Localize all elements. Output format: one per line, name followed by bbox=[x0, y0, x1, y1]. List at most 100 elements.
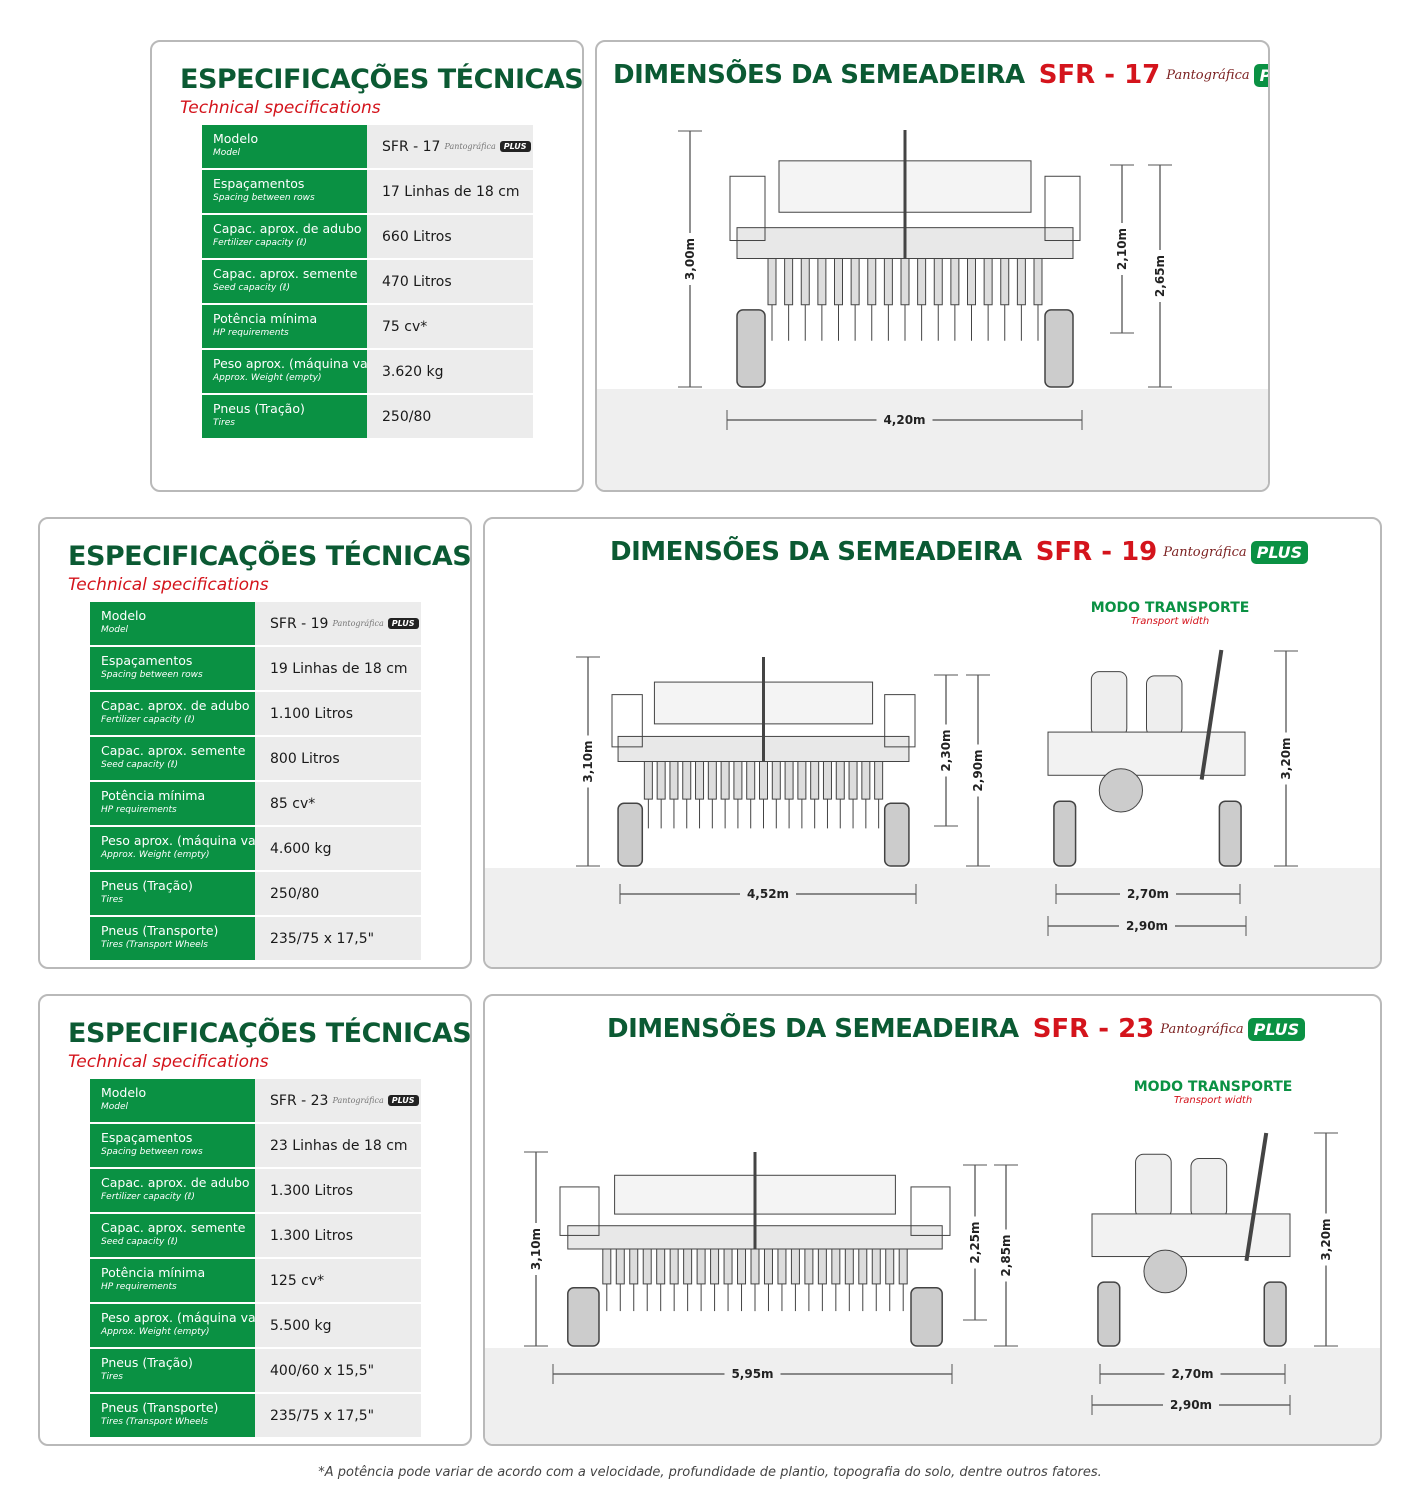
spec-value: 1.300 Litros bbox=[255, 1169, 421, 1212]
label-pt: Peso aprox. (máquina vazia) bbox=[101, 833, 279, 848]
spec-row: Pneus (Tração) Tires 250/80 bbox=[90, 872, 421, 915]
label-pt: Pneus (Tração) bbox=[213, 401, 305, 416]
spec-row: Peso aprox. (máquina vazia) Approx. Weigh… bbox=[90, 1304, 421, 1347]
spec-label: Capac. aprox. de adubo Fertilizer capacit… bbox=[202, 215, 367, 258]
spec-row: Potência mínima HP requirements 125 cv* bbox=[90, 1259, 421, 1302]
spec-label: Capac. aprox. semente Seed capacity (ℓ) bbox=[202, 260, 367, 303]
spec-value: 125 cv* bbox=[255, 1259, 421, 1302]
value-text: 1.300 Litros bbox=[270, 1182, 354, 1199]
dim-title-text: DIMENSÕES DA SEMEADEIRA bbox=[610, 537, 1022, 567]
spec-title: ESPECIFICAÇÕES TÉCNICAS bbox=[180, 64, 584, 95]
plus-badge: PLUS bbox=[1253, 63, 1268, 87]
dim-model: SFR - 17 bbox=[1038, 60, 1161, 90]
plus-badge: PLUS bbox=[1247, 1017, 1306, 1041]
spec-value: SFR - 19 Pantográfica PLUS bbox=[255, 602, 421, 645]
label-pt: Pneus (Tração) bbox=[101, 878, 193, 893]
plus-badge: PLUS bbox=[499, 141, 531, 152]
spec-row: Modelo Model SFR - 19 Pantográfica PLUS bbox=[90, 602, 421, 645]
spec-row: Espaçamentos Spacing between rows 17 Linha… bbox=[202, 170, 533, 213]
value-text: 1.300 Litros bbox=[270, 1227, 354, 1244]
value-text: 1.100 Litros bbox=[270, 705, 354, 722]
dimensions-title: DIMENSÕES DA SEMEADEIRA SFR - 23 Pantográf… bbox=[607, 1014, 1306, 1044]
label-pt: Capac. aprox. semente bbox=[213, 266, 358, 281]
label-pt: Capac. aprox. semente bbox=[101, 743, 246, 758]
spec-subtitle: Technical specifications bbox=[68, 575, 269, 595]
spec-row: Capac. aprox. semente Seed capacity (ℓ) 1.… bbox=[90, 1214, 421, 1257]
spec-value: 85 cv* bbox=[255, 782, 421, 825]
label-pt: Capac. aprox. de adubo bbox=[101, 1175, 250, 1190]
value-text: 250/80 bbox=[270, 885, 320, 902]
spec-title: ESPECIFICAÇÕES TÉCNICAS bbox=[68, 1018, 472, 1049]
label-en: Tires bbox=[213, 418, 235, 428]
label-pt: Potência mínima bbox=[213, 311, 318, 326]
spec-row: Espaçamentos Spacing between rows 23 Linha… bbox=[90, 1124, 421, 1167]
ground bbox=[485, 1348, 1380, 1444]
label-en: HP requirements bbox=[101, 1282, 177, 1292]
spec-label: Potência mínima HP requirements bbox=[202, 305, 367, 348]
spec-value: 19 Linhas de 18 cm bbox=[255, 647, 421, 690]
spec-row: Peso aprox. (máquina vazia) Approx. Weigh… bbox=[202, 350, 533, 393]
value-text: 250/80 bbox=[382, 408, 432, 425]
spec-row: Capac. aprox. semente Seed capacity (ℓ) 47… bbox=[202, 260, 533, 303]
transport-mode-heading: MODO TRANSPORTE Transport width bbox=[1103, 1079, 1323, 1106]
transport-title: MODO TRANSPORTE bbox=[1133, 1079, 1293, 1095]
spec-label: Espaçamentos Spacing between rows bbox=[202, 170, 367, 213]
spec-value: 1.300 Litros bbox=[255, 1214, 421, 1257]
spec-row: Modelo Model SFR - 23 Pantográfica PLUS bbox=[90, 1079, 421, 1122]
spec-label: Capac. aprox. semente Seed capacity (ℓ) bbox=[90, 737, 255, 780]
dimensions-card: DIMENSÕES DA SEMEADEIRA SFR - 19 Pantográf… bbox=[483, 517, 1382, 969]
label-pt: Potência mínima bbox=[101, 1265, 206, 1280]
spec-value: 5.500 kg bbox=[255, 1304, 421, 1347]
label-en: HP requirements bbox=[213, 328, 289, 338]
label-en: Fertilizer capacity (ℓ) bbox=[101, 715, 195, 725]
dim-title-text: DIMENSÕES DA SEMEADEIRA bbox=[613, 60, 1025, 90]
value-text: 19 Linhas de 18 cm bbox=[270, 660, 408, 677]
pantografica-logo: Pantográfica bbox=[444, 142, 496, 151]
value-text: 660 Litros bbox=[382, 228, 452, 245]
spec-value: 4.600 kg bbox=[255, 827, 421, 870]
spec-subtitle: Technical specifications bbox=[68, 1052, 269, 1072]
spec-row: Capac. aprox. de adubo Fertilizer capacit… bbox=[202, 215, 533, 258]
spec-value: 400/60 x 15,5" bbox=[255, 1349, 421, 1392]
spec-subtitle: Technical specifications bbox=[180, 98, 381, 118]
label-en: Seed capacity (ℓ) bbox=[213, 283, 290, 293]
plus-badge: PLUS bbox=[387, 618, 419, 629]
value-text: 4.600 kg bbox=[270, 840, 332, 857]
ground bbox=[485, 868, 1380, 967]
ground bbox=[597, 389, 1268, 490]
pantografica-logo: Pantográfica bbox=[1160, 1021, 1244, 1037]
spec-row: Capac. aprox. de adubo Fertilizer capacit… bbox=[90, 692, 421, 735]
spec-value: 250/80 bbox=[255, 872, 421, 915]
label-en: Tires bbox=[101, 1372, 123, 1382]
dimensions-title: DIMENSÕES DA SEMEADEIRA SFR - 19 Pantográf… bbox=[610, 537, 1309, 567]
label-pt: Peso aprox. (máquina vazia) bbox=[213, 356, 391, 371]
pantografica-logo: Pantográfica bbox=[332, 619, 384, 628]
spec-label: Espaçamentos Spacing between rows bbox=[90, 1124, 255, 1167]
label-pt: Capac. aprox. de adubo bbox=[101, 698, 250, 713]
spec-value: 75 cv* bbox=[367, 305, 533, 348]
dim-model: SFR - 23 bbox=[1032, 1014, 1155, 1044]
value-text: 125 cv* bbox=[270, 1272, 325, 1289]
pantografica-logo: Pantográfica bbox=[332, 1096, 384, 1105]
value-text: 470 Litros bbox=[382, 273, 452, 290]
spec-value: SFR - 17 Pantográfica PLUS bbox=[367, 125, 533, 168]
spec-title: ESPECIFICAÇÕES TÉCNICAS bbox=[68, 541, 472, 572]
spec-value: 1.100 Litros bbox=[255, 692, 421, 735]
spec-label: Pneus (Transporte) Tires (Transport Wheel… bbox=[90, 917, 255, 960]
dimensions-card: DIMENSÕES DA SEMEADEIRA SFR - 17 Pantográf… bbox=[595, 40, 1270, 492]
label-pt: Modelo bbox=[213, 131, 259, 146]
value-text: 800 Litros bbox=[270, 750, 340, 767]
label-pt: Espaçamentos bbox=[101, 1130, 193, 1145]
transport-subtitle: Transport width bbox=[1173, 1095, 1253, 1106]
spec-value: 250/80 bbox=[367, 395, 533, 438]
spec-label: Espaçamentos Spacing between rows bbox=[90, 647, 255, 690]
transport-mode-heading: MODO TRANSPORTE Transport width bbox=[1060, 600, 1280, 627]
spec-value: 800 Litros bbox=[255, 737, 421, 780]
spec-label: Capac. aprox. de adubo Fertilizer capacit… bbox=[90, 1169, 255, 1212]
pantografica-logo: Pantográfica bbox=[1163, 544, 1247, 560]
spec-label: Potência mínima HP requirements bbox=[90, 1259, 255, 1302]
spec-row: Pneus (Transporte) Tires (Transport Wheel… bbox=[90, 917, 421, 960]
spec-label: Pneus (Tração) Tires bbox=[202, 395, 367, 438]
label-pt: Modelo bbox=[101, 608, 147, 623]
label-pt: Capac. aprox. semente bbox=[101, 1220, 246, 1235]
